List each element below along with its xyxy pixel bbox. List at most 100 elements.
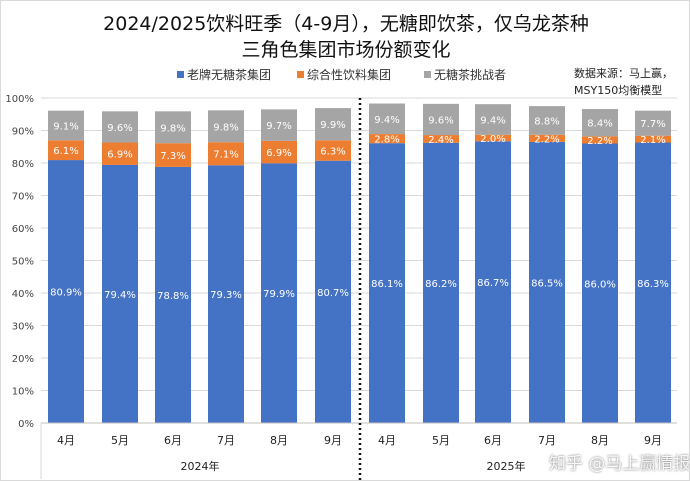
data-label: 9.6% (107, 123, 132, 134)
y-tick-label: 30% (12, 322, 34, 333)
x-tick-label: 5月 (432, 434, 450, 447)
data-label: 79.3% (210, 290, 242, 301)
y-tick-label: 40% (12, 289, 34, 300)
bar-segment (582, 109, 618, 137)
data-label: 79.9% (263, 289, 295, 300)
data-label: 2.1% (640, 135, 665, 146)
data-label: 86.2% (425, 279, 457, 290)
data-label: 86.7% (477, 278, 509, 289)
data-label: 2.2% (587, 136, 612, 147)
data-label: 2.0% (480, 134, 505, 145)
data-label: 8.8% (534, 116, 559, 127)
data-label: 9.4% (480, 115, 505, 126)
source-line1: 数据来源：马上赢， (574, 67, 673, 80)
group-label: 2025年 (487, 459, 526, 473)
x-tick-label: 6月 (484, 434, 502, 447)
x-tick-label: 8月 (270, 434, 288, 447)
chart-title-line2: 三角色集团市场份额变化 (241, 39, 451, 61)
bar-segment (102, 142, 138, 165)
bar-segment (369, 134, 405, 144)
bar-segment (261, 109, 297, 141)
y-tick-label: 70% (12, 192, 34, 203)
data-label: 80.7% (317, 288, 349, 299)
x-tick-label: 4月 (378, 434, 396, 447)
data-label: 9.8% (213, 122, 238, 133)
y-tick-label: 80% (12, 159, 34, 170)
bar-segment (102, 111, 138, 143)
data-label: 86.5% (531, 278, 563, 289)
bar-segment (208, 110, 244, 143)
bar-segment (155, 143, 191, 167)
bar-segment (102, 164, 138, 423)
data-label: 9.6% (428, 115, 453, 126)
bar-segment (261, 140, 297, 164)
data-label: 9.7% (266, 121, 291, 132)
data-label: 7.1% (213, 150, 238, 161)
y-tick-label: 0% (18, 419, 34, 430)
x-tick-label: 6月 (164, 434, 182, 447)
data-label: 86.1% (371, 279, 403, 290)
y-tick-label: 10% (12, 387, 34, 398)
bar-segment (582, 136, 618, 144)
data-label: 2.2% (534, 134, 559, 145)
y-tick-label: 60% (12, 224, 34, 235)
data-label: 80.9% (50, 288, 82, 299)
y-tick-label: 100% (5, 94, 34, 105)
x-tick-label: 8月 (591, 434, 609, 447)
bar-segment (369, 103, 405, 135)
data-label: 7.3% (160, 151, 185, 162)
bar-segment (369, 143, 405, 424)
chart-title-line1: 2024/2025饮料旺季（4-9月），无糖即饮茶，仅乌龙茶种 (103, 13, 589, 35)
bar-segment (529, 141, 565, 423)
bar-segment (155, 111, 191, 144)
legend-swatch (297, 71, 304, 78)
bar-segment (635, 142, 671, 423)
x-tick-label: 7月 (538, 434, 556, 447)
bar-segment (261, 163, 297, 423)
x-tick-label: 7月 (217, 434, 235, 447)
data-label: 2.4% (428, 135, 453, 146)
x-tick-label: 4月 (57, 434, 75, 447)
bar-segment (315, 108, 351, 141)
legend-label: 老牌无糖茶集团 (187, 67, 271, 82)
bar-segment (423, 142, 459, 423)
data-label: 6.3% (320, 146, 345, 157)
data-label: 6.9% (266, 148, 291, 159)
data-label: 78.8% (157, 291, 189, 302)
legend-label: 无糖茶挑战者 (434, 67, 506, 82)
data-label: 86.0% (584, 279, 616, 290)
data-label: 9.8% (160, 123, 185, 134)
bar-segment (529, 106, 565, 135)
bar-segment (475, 104, 511, 135)
bar-segment (635, 110, 671, 136)
bar-segment (423, 103, 459, 136)
legend-swatch (177, 71, 184, 78)
data-label: 6.9% (107, 150, 132, 161)
y-tick-label: 50% (12, 257, 34, 268)
data-label: 7.7% (640, 119, 665, 130)
bar-segment (48, 140, 84, 161)
data-label: 6.1% (53, 146, 78, 157)
bar-segment (208, 142, 244, 166)
source-line2: MSY150均衡模型 (574, 84, 663, 97)
bar-segment (48, 160, 84, 423)
group-label: 2024年 (181, 459, 220, 473)
bar-segment (423, 135, 459, 143)
bar-segment (475, 134, 511, 142)
bar-segment (582, 143, 618, 423)
x-tick-label: 9月 (644, 434, 662, 447)
data-label: 79.4% (104, 290, 136, 301)
bar-segment (315, 160, 351, 423)
data-label: 9.1% (53, 121, 78, 132)
source-note: 数据来源：马上赢， MSY150均衡模型 (574, 65, 673, 99)
bar-segment (475, 141, 511, 423)
x-tick-label: 5月 (111, 434, 129, 447)
y-tick-label: 20% (12, 354, 34, 365)
data-label: 9.9% (320, 120, 345, 131)
data-label: 8.4% (587, 119, 612, 130)
data-label: 2.8% (374, 135, 399, 146)
legend-swatch (424, 71, 431, 78)
bar-segment (155, 166, 191, 423)
